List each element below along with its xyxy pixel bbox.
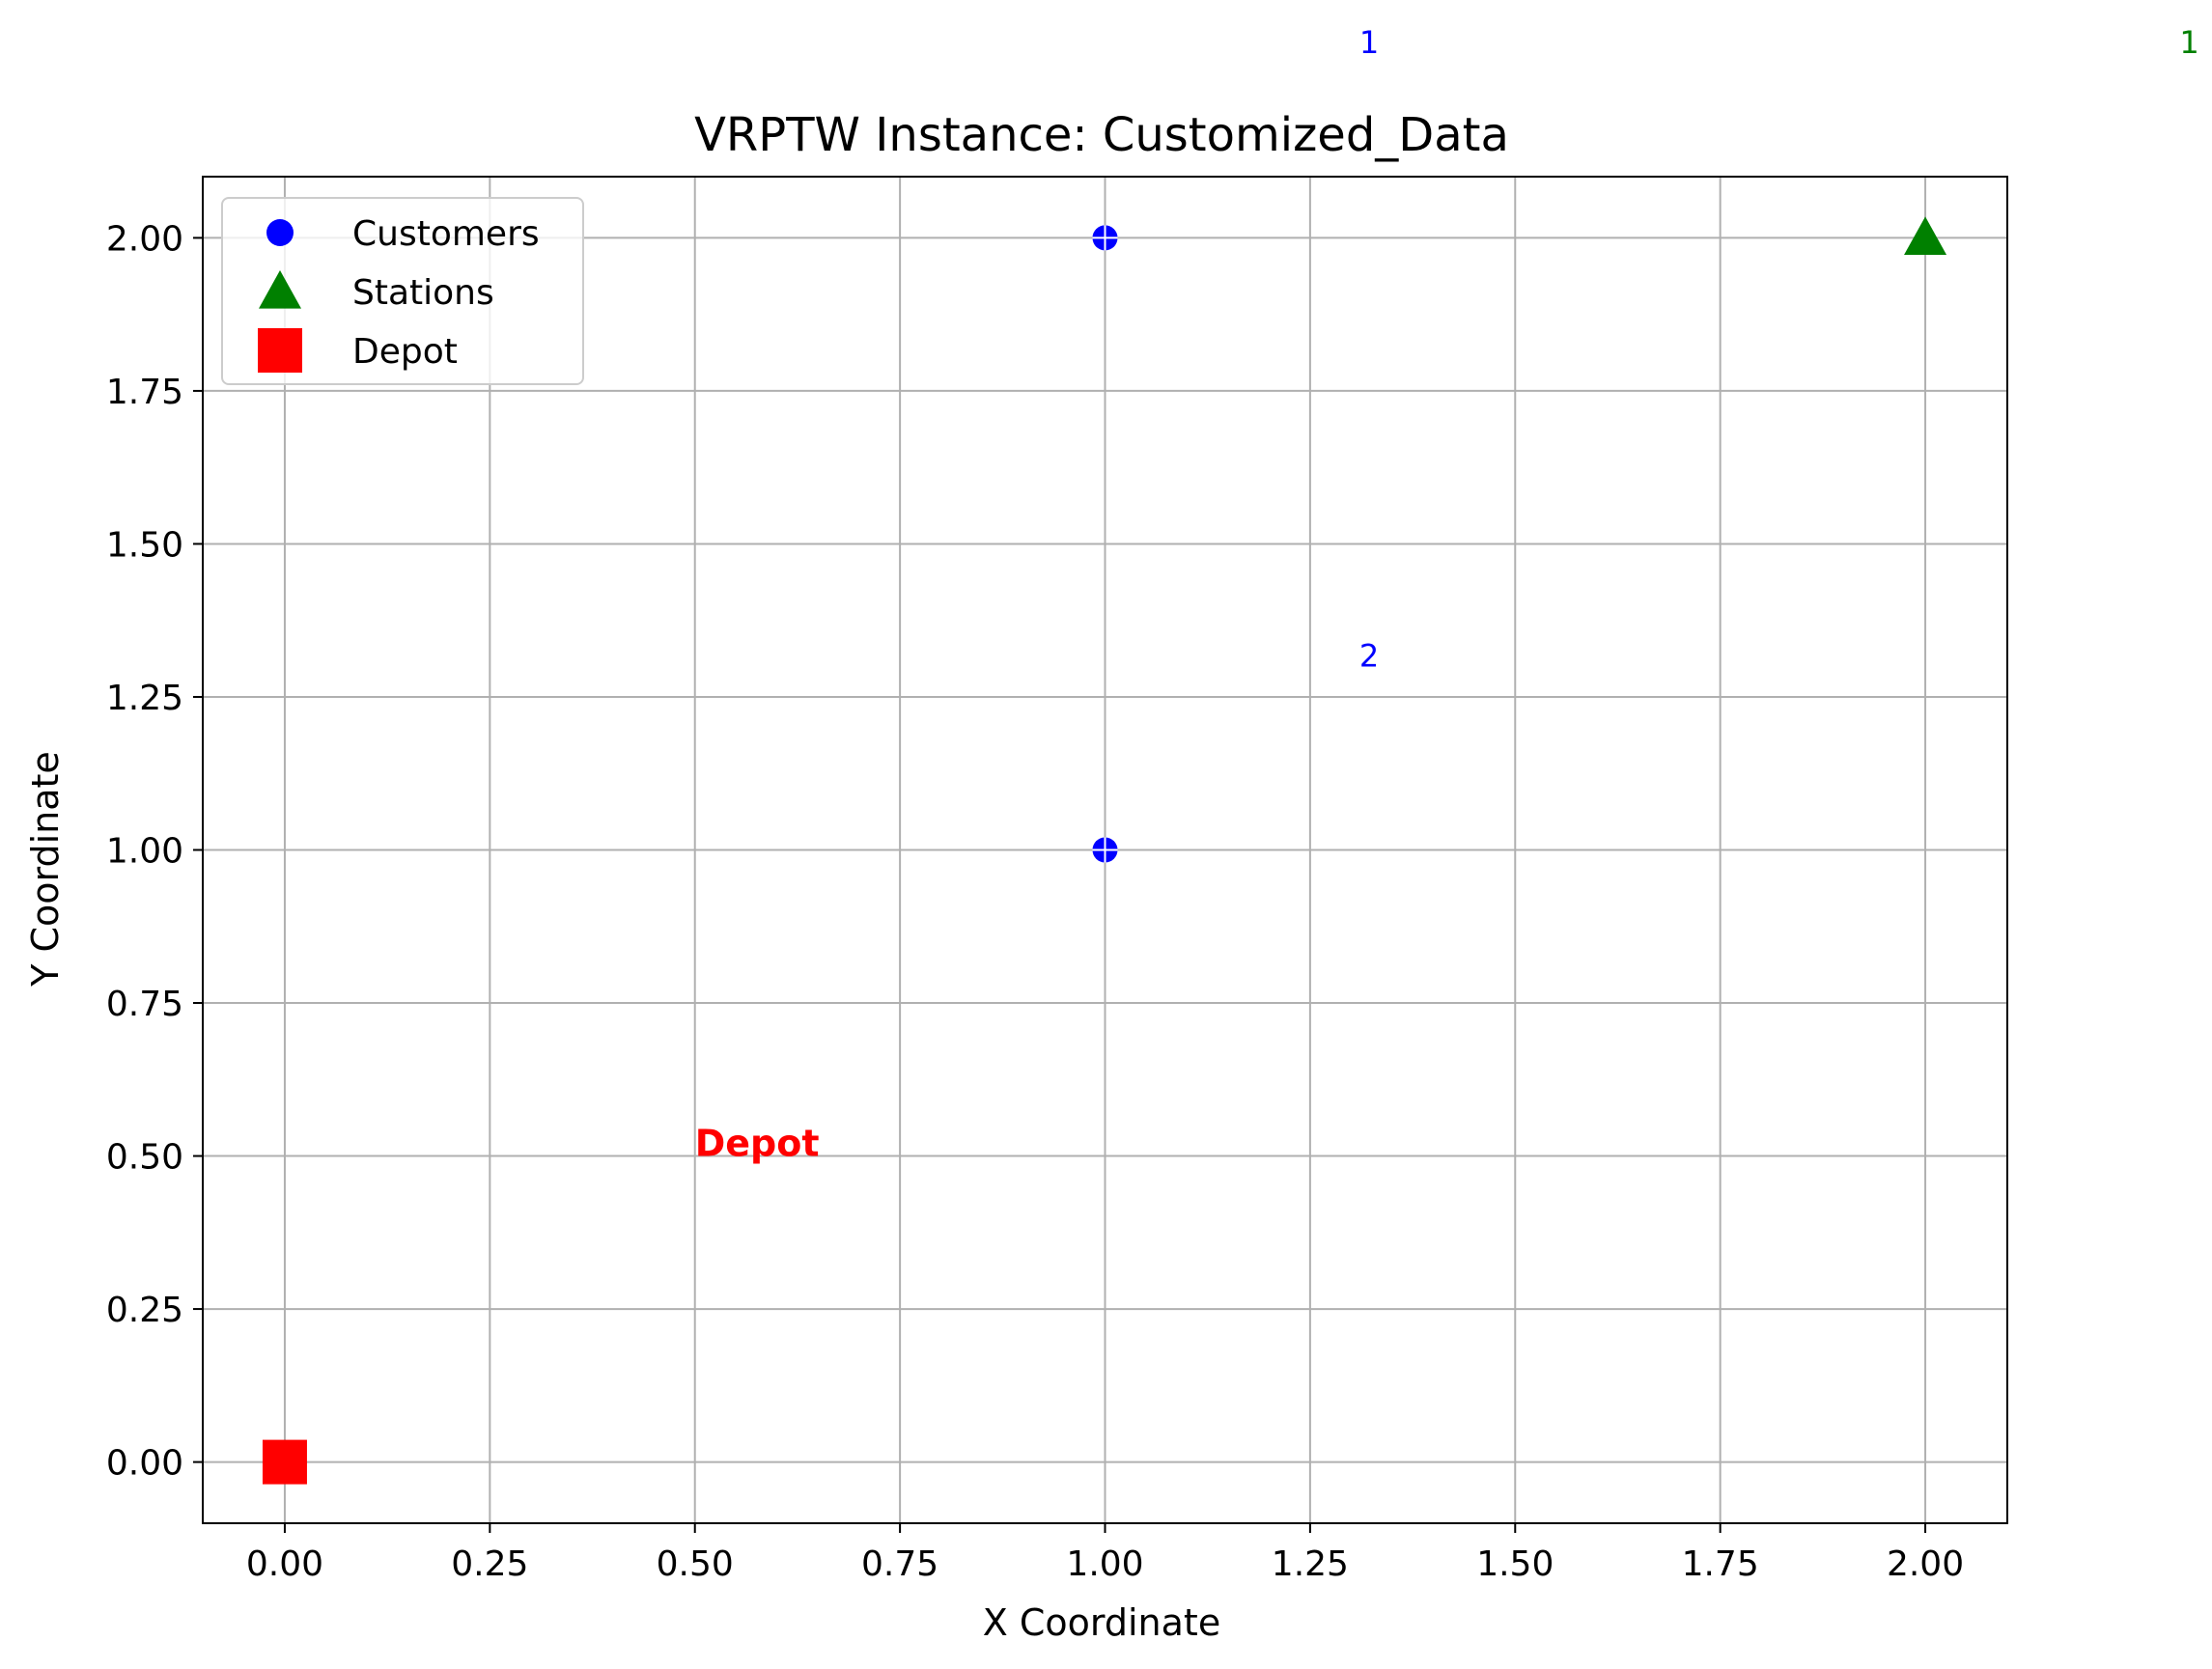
y-tick-label: 2.00 xyxy=(106,219,183,259)
y-tick-label: 0.25 xyxy=(106,1291,183,1330)
annotations: 1 1 2 Depot xyxy=(695,24,2199,1165)
legend-label-stations: Stations xyxy=(352,273,494,313)
x-tick-label: 1.75 xyxy=(1682,1544,1759,1584)
x-tick-label: 0.00 xyxy=(246,1544,323,1584)
plot-frame xyxy=(202,176,2008,1524)
depot-annotation: Depot xyxy=(695,1123,820,1165)
point-label: 1 xyxy=(2179,24,2198,61)
y-tick-label: 0.75 xyxy=(106,985,183,1024)
x-tick-label: 2.00 xyxy=(1887,1544,1964,1584)
y-tick-label: 1.00 xyxy=(106,832,183,872)
y-tick-label: 1.25 xyxy=(106,679,183,718)
x-tick-label: 0.75 xyxy=(861,1544,938,1584)
y-tick-label: 1.75 xyxy=(106,373,183,412)
y-tick-label: 0.00 xyxy=(106,1444,183,1484)
y-axis-label: Y Coordinate xyxy=(24,751,67,987)
x-tick-label: 1.25 xyxy=(1272,1544,1349,1584)
x-tick-label: 1.50 xyxy=(1476,1544,1554,1584)
axis-ticks: 0.00 0.25 0.50 0.75 1.00 1.25 1.50 1.75 2.00 0.00… xyxy=(106,219,1964,1584)
depot-marker xyxy=(262,1439,307,1485)
data-markers xyxy=(262,216,1947,1485)
legend-box xyxy=(221,197,584,385)
legend-marker-depot xyxy=(258,328,302,373)
point-label: 2 xyxy=(1359,637,1379,674)
legend-marker-customers xyxy=(266,219,294,246)
x-tick-label: 0.50 xyxy=(657,1544,734,1584)
legend-marker-stations xyxy=(259,270,301,309)
x-axis-label: X Coordinate xyxy=(983,1601,1220,1644)
x-tick-label: 0.25 xyxy=(451,1544,528,1584)
legend-label-depot: Depot xyxy=(352,332,458,372)
x-tick-label: 1.00 xyxy=(1066,1544,1143,1584)
legend: Customers Stations Depot xyxy=(221,197,584,385)
stations-marker xyxy=(1904,216,1947,256)
y-tick-label: 0.50 xyxy=(106,1138,183,1178)
point-label: 1 xyxy=(1359,24,1379,61)
y-tick-label: 1.50 xyxy=(106,525,183,565)
chart-title: VRPTW Instance: Customized_Data xyxy=(694,108,1509,162)
legend-label-customers: Customers xyxy=(352,214,540,254)
